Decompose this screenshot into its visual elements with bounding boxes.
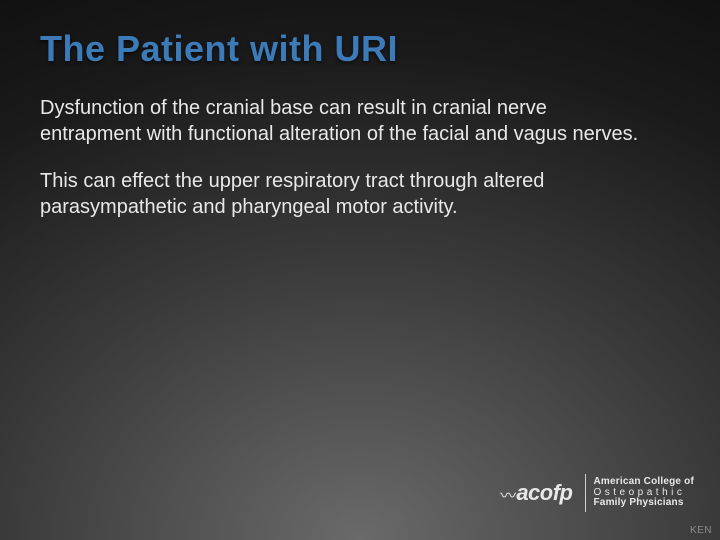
- logo-text: American College of Osteopathic Family P…: [594, 477, 695, 509]
- acofp-logo: 〰 acofp American College of Osteopathic …: [500, 474, 694, 512]
- logo-line-3: Family Physicians: [594, 498, 695, 509]
- logo-divider: [585, 474, 586, 512]
- body-paragraph-2: This can effect the upper respiratory tr…: [40, 169, 640, 220]
- slide-title: The Patient with URI: [40, 28, 680, 70]
- swoosh-icon: 〰: [500, 482, 516, 506]
- slide: The Patient with URI Dysfunction of the …: [0, 0, 720, 540]
- footer-tag: KEN: [690, 525, 712, 536]
- body-paragraph-1: Dysfunction of the cranial base can resu…: [40, 96, 640, 147]
- logo-mark: acofp: [516, 480, 580, 506]
